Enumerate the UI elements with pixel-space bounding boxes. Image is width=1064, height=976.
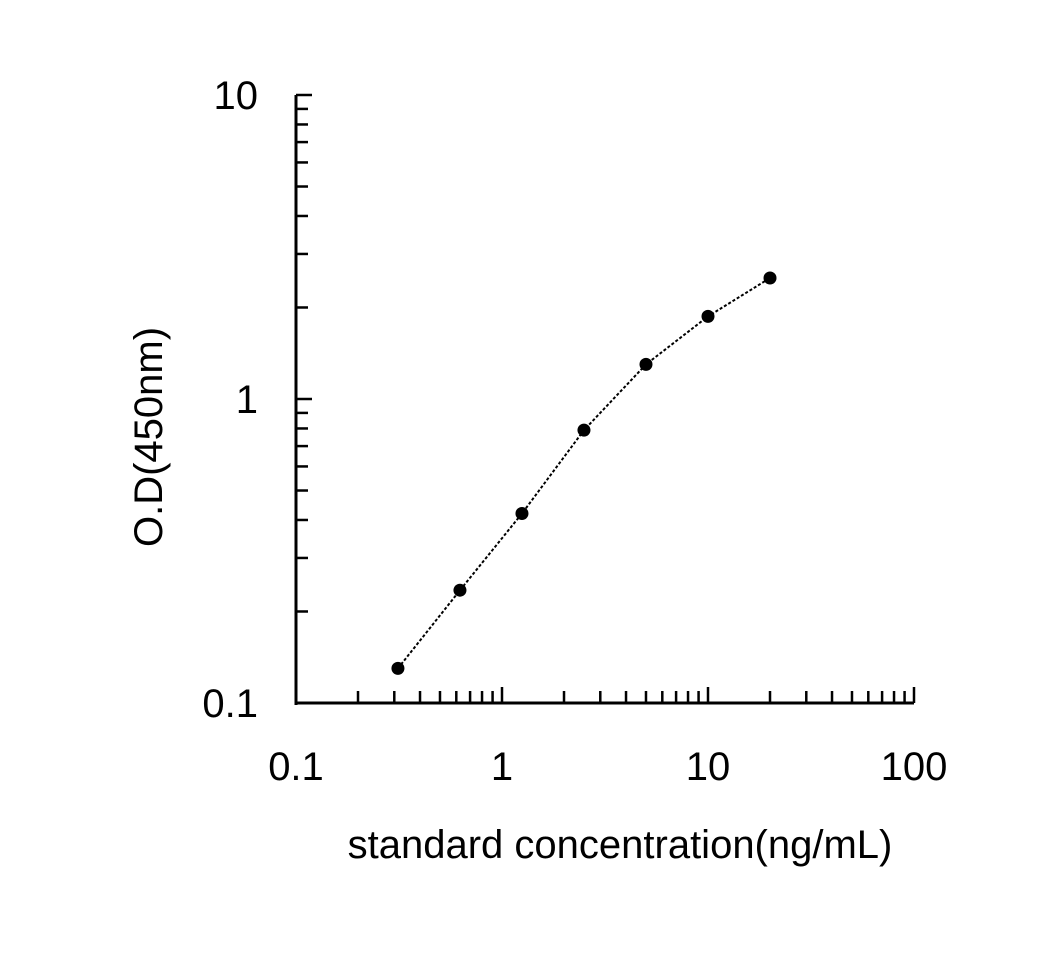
axes <box>294 95 914 705</box>
y-axis-title: O.D(450nm) <box>127 327 171 547</box>
tick-labels: 0.1 1 10 100 0.1 1 10 <box>202 74 947 789</box>
data-point <box>515 507 529 521</box>
y-tick-label: 10 <box>214 74 259 118</box>
data-point <box>391 661 405 675</box>
data-point <box>639 357 653 371</box>
x-axis-title: standard concentration(ng/mL) <box>348 823 893 867</box>
data-point <box>453 583 467 597</box>
series-line <box>397 277 771 670</box>
data-point <box>763 271 777 285</box>
x-tick-label: 100 <box>881 745 948 789</box>
x-tick-label: 10 <box>686 745 731 789</box>
ticks <box>294 93 916 705</box>
data-point <box>577 423 591 437</box>
x-tick-label: 1 <box>491 745 513 789</box>
x-tick-label: 0.1 <box>268 745 324 789</box>
series-layer <box>391 271 777 675</box>
data-point <box>701 309 715 323</box>
y-tick-label: 0.1 <box>202 682 258 726</box>
y-tick-label: 1 <box>236 378 258 422</box>
